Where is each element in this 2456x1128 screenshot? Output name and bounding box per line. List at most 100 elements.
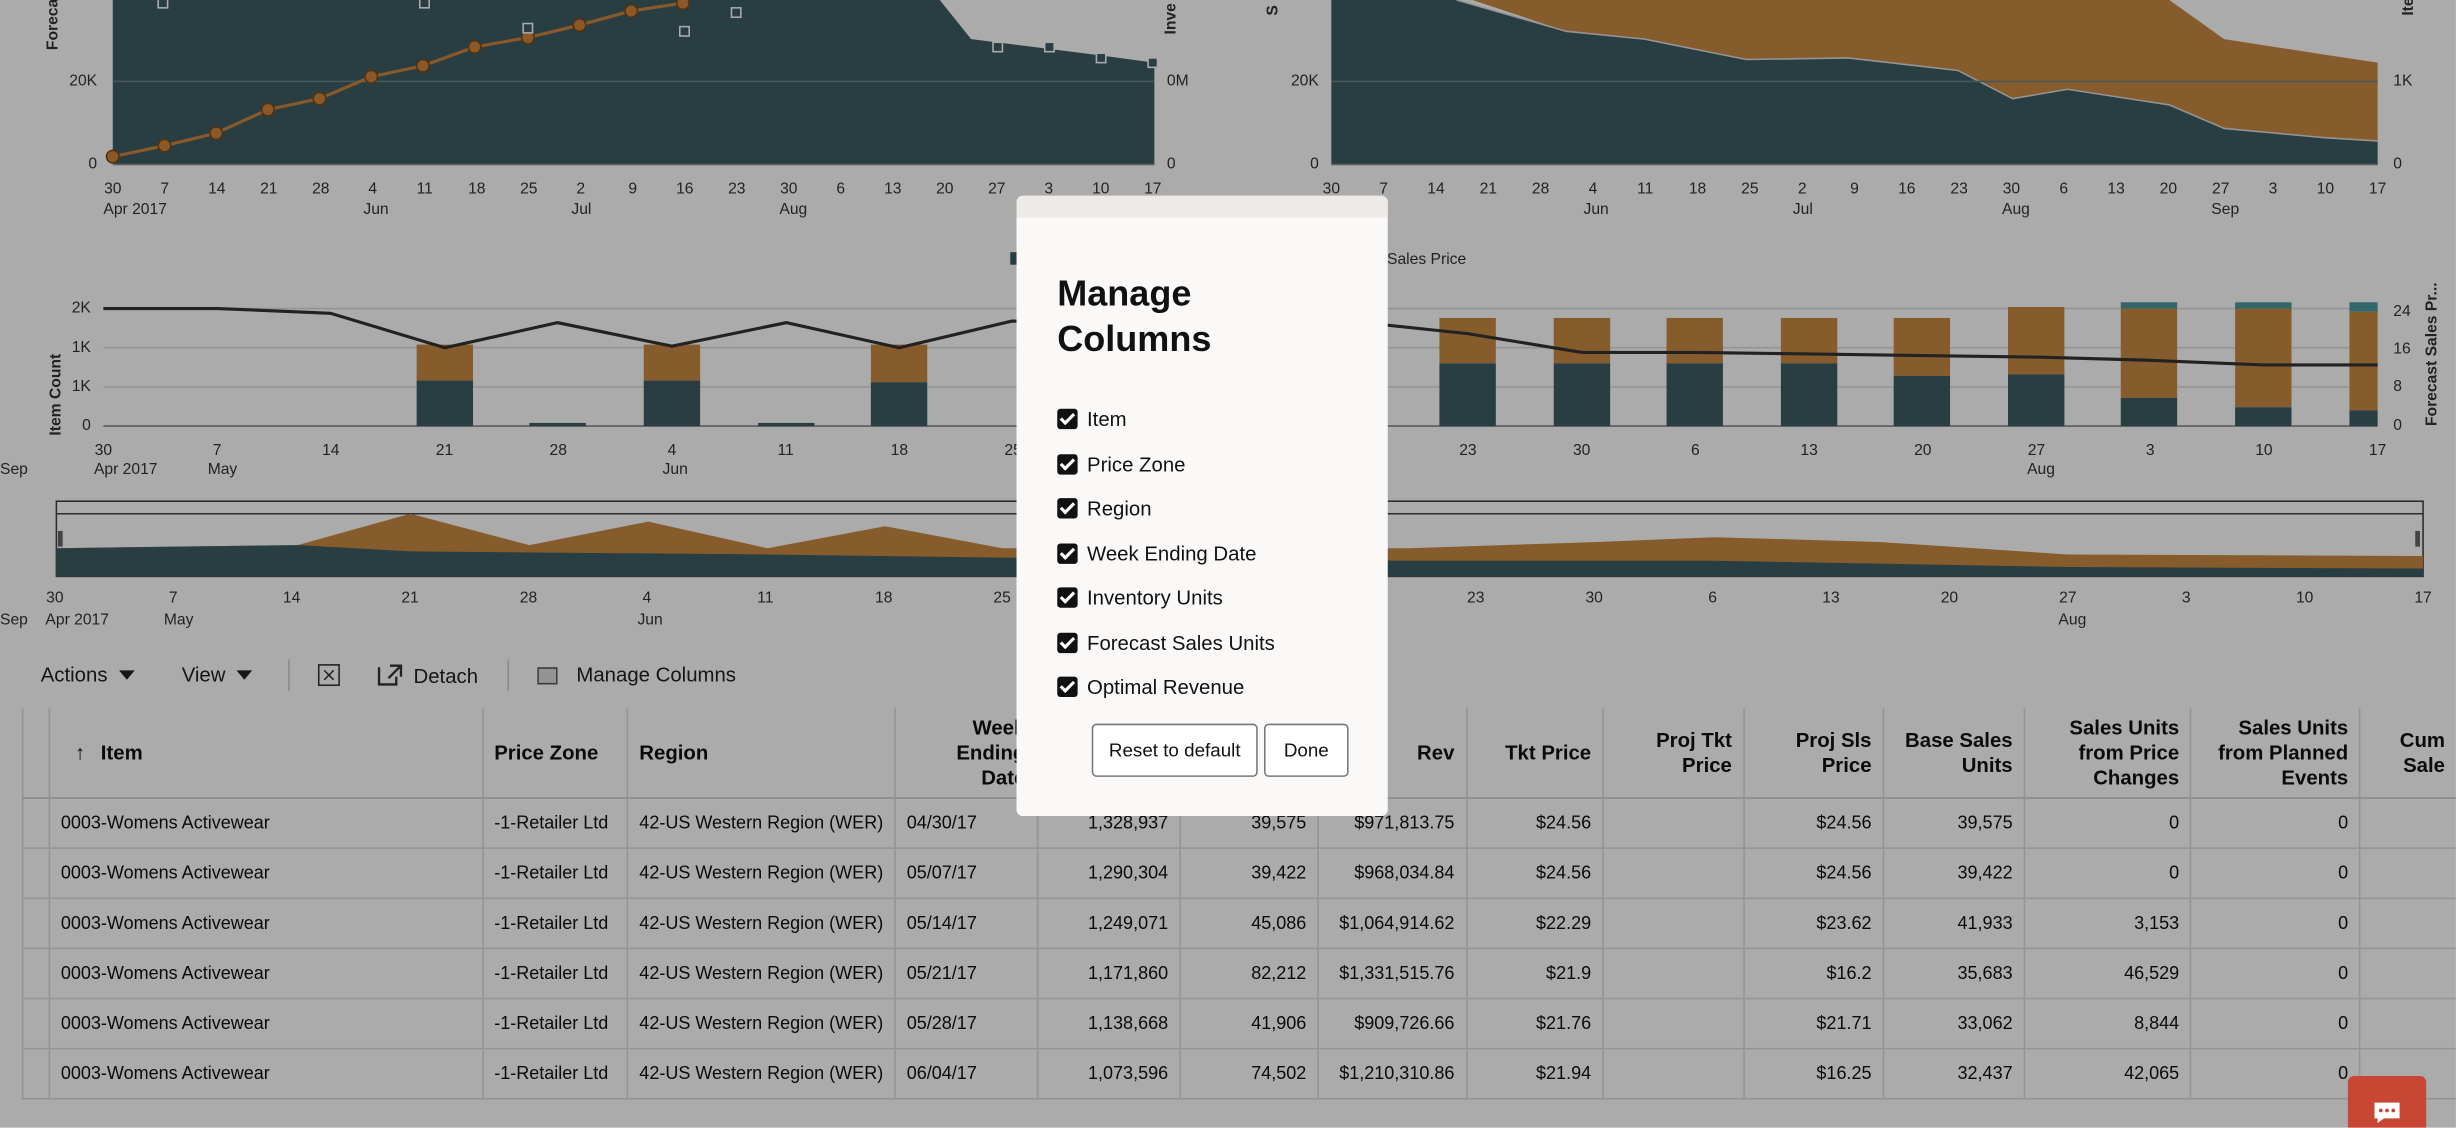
table-row[interactable]: 0003-Womens Activewear -1-Retailer Ltd 42-… bbox=[21, 848, 2456, 900]
x-tick-label: 3 bbox=[2182, 589, 2191, 606]
x-tick-label: 6 bbox=[2059, 181, 2068, 198]
x-tick-label: 27 bbox=[2059, 589, 2076, 606]
checkbox[interactable] bbox=[1057, 453, 1078, 474]
table-cell: 0 bbox=[2190, 848, 2360, 900]
checkbox[interactable] bbox=[1057, 587, 1078, 608]
x-tick-label: 10 bbox=[2317, 181, 2335, 198]
table-cell: 0003-Womens Activewear bbox=[48, 798, 483, 849]
table-cell: 1,073,596 bbox=[1036, 1048, 1180, 1100]
x-tick-label: 17 bbox=[2369, 442, 2386, 459]
column-option[interactable]: Week Ending Date bbox=[1057, 541, 1256, 565]
table-cell bbox=[1602, 848, 1744, 900]
table-cell: $1,331,515.76 bbox=[1317, 948, 1467, 1000]
table-cell: 32,437 bbox=[1882, 1048, 2025, 1100]
checkbox[interactable] bbox=[1057, 676, 1078, 698]
x-tick-label: 27 bbox=[988, 181, 1005, 198]
x-tick-label: 7 bbox=[160, 181, 169, 198]
column-header[interactable]: Price Zone bbox=[481, 707, 628, 799]
x-tick-label: 4 bbox=[668, 442, 677, 459]
column-option[interactable]: Optimal Revenue bbox=[1057, 675, 1244, 699]
view-menu[interactable]: View bbox=[182, 663, 254, 686]
sort-indicator[interactable] bbox=[21, 707, 50, 799]
table-cell: $21.94 bbox=[1465, 1048, 1603, 1100]
reset-button[interactable]: Reset to default bbox=[1091, 723, 1258, 777]
table-row[interactable]: 0003-Womens Activewear -1-Retailer Ltd 42-… bbox=[21, 898, 2456, 950]
table-cell: $909,726.66 bbox=[1317, 998, 1467, 1050]
column-option[interactable]: Price Zone bbox=[1057, 452, 1185, 475]
y-tick-label: 0 bbox=[82, 417, 91, 434]
y-tick-label: 20K bbox=[69, 73, 97, 90]
navigator-handle[interactable] bbox=[57, 530, 63, 547]
column-option[interactable]: Forecast Sales Units bbox=[1057, 630, 1275, 654]
actions-menu[interactable]: Actions bbox=[41, 663, 136, 686]
column-header[interactable]: Week Ending Date bbox=[894, 707, 1038, 799]
table-cell: 45,086 bbox=[1179, 898, 1319, 950]
checkbox[interactable] bbox=[1057, 632, 1078, 653]
x-month-label: May bbox=[208, 461, 238, 478]
chat-icon bbox=[2374, 1102, 2400, 1124]
column-header[interactable]: Base Sales Units bbox=[1882, 707, 2025, 799]
x-month-label: Sep bbox=[0, 461, 28, 478]
x-tick-label: 4 bbox=[368, 181, 377, 198]
table-cell: 05/28/17 bbox=[894, 998, 1038, 1050]
row-gutter bbox=[21, 1048, 50, 1100]
chat-button[interactable] bbox=[2347, 1076, 2427, 1128]
table-cell: $1,064,914.62 bbox=[1317, 898, 1467, 950]
table-cell: 3,153 bbox=[2023, 898, 2191, 950]
table-row[interactable]: 0003-Womens Activewear -1-Retailer Ltd 42-… bbox=[21, 998, 2456, 1050]
table-cell: $24.56 bbox=[1742, 848, 1884, 900]
checkbox[interactable] bbox=[1057, 408, 1078, 430]
table-row[interactable]: 0003-Womens Activewear -1-Retailer Ltd 42-… bbox=[21, 1048, 2456, 1100]
table-cell: 82,212 bbox=[1179, 948, 1319, 1000]
x-month-label: Jun bbox=[663, 461, 688, 478]
table-cell: 0003-Womens Activewear bbox=[48, 1048, 483, 1100]
x-tick-label: 6 bbox=[1708, 589, 1717, 606]
x-tick-label: 14 bbox=[208, 181, 226, 198]
checkbox[interactable] bbox=[1057, 542, 1078, 564]
checkbox[interactable] bbox=[1057, 498, 1078, 519]
x-tick-label: 30 bbox=[95, 442, 113, 459]
table-cell: 42-US Western Region (WER) bbox=[626, 948, 895, 1000]
column-header[interactable]: Sales Units from Planned Events bbox=[2190, 707, 2360, 799]
table-cell: 0 bbox=[2190, 898, 2360, 950]
table-cell: 04/30/17 bbox=[894, 798, 1038, 849]
x-tick-label: 30 bbox=[1323, 181, 1341, 198]
column-header[interactable]: Sales Units from Price Changes bbox=[2023, 707, 2191, 799]
column-header[interactable]: Proj Tkt Price bbox=[1602, 707, 1744, 799]
table-cell: 39,575 bbox=[1882, 798, 2025, 849]
table-cell: -1-Retailer Ltd bbox=[481, 948, 628, 1000]
export-icon[interactable] bbox=[316, 663, 341, 688]
table-cell: 1,171,860 bbox=[1036, 948, 1180, 1000]
x-tick-label: 4 bbox=[1589, 181, 1598, 198]
table-row[interactable]: 0003-Womens Activewear -1-Retailer Ltd 42-… bbox=[21, 948, 2456, 1000]
x-tick-label: 23 bbox=[728, 181, 746, 198]
detach-button[interactable]: Detach bbox=[376, 663, 478, 688]
x-tick-label: 21 bbox=[1480, 181, 1497, 198]
x-tick-label: 13 bbox=[884, 181, 902, 198]
manage-columns-button[interactable]: Manage Columns bbox=[537, 663, 736, 686]
table-cell: 42-US Western Region (WER) bbox=[626, 998, 895, 1050]
done-button[interactable]: Done bbox=[1264, 723, 1349, 777]
table-cell: 1,290,304 bbox=[1036, 848, 1180, 900]
column-option[interactable]: Inventory Units bbox=[1057, 586, 1223, 609]
legend-label: st Sales Price bbox=[1371, 251, 1467, 268]
column-header[interactable]: Cum Sale bbox=[2359, 707, 2456, 799]
column-header[interactable]: Proj Sls Price bbox=[1742, 707, 1884, 799]
table-cell: 0 bbox=[2023, 798, 2191, 849]
option-label: Inventory Units bbox=[1087, 585, 1223, 610]
x-tick-label: 11 bbox=[757, 589, 773, 606]
column-header[interactable]: ↑ Item bbox=[48, 707, 483, 799]
caret bbox=[118, 669, 135, 679]
table-cell bbox=[2359, 948, 2456, 1000]
bars bbox=[416, 302, 2378, 427]
table-cell: $24.56 bbox=[1465, 798, 1603, 849]
x-tick-label: 28 bbox=[550, 442, 568, 459]
column-header[interactable]: Region bbox=[626, 707, 895, 799]
column-option[interactable]: Item bbox=[1057, 407, 1127, 431]
column-header[interactable]: Tkt Price bbox=[1465, 707, 1603, 799]
area bbox=[1472, 0, 2378, 141]
navigator-handle[interactable] bbox=[2415, 530, 2420, 547]
table-cell: 0003-Womens Activewear bbox=[48, 848, 483, 900]
column-option[interactable]: Region bbox=[1057, 497, 1152, 520]
